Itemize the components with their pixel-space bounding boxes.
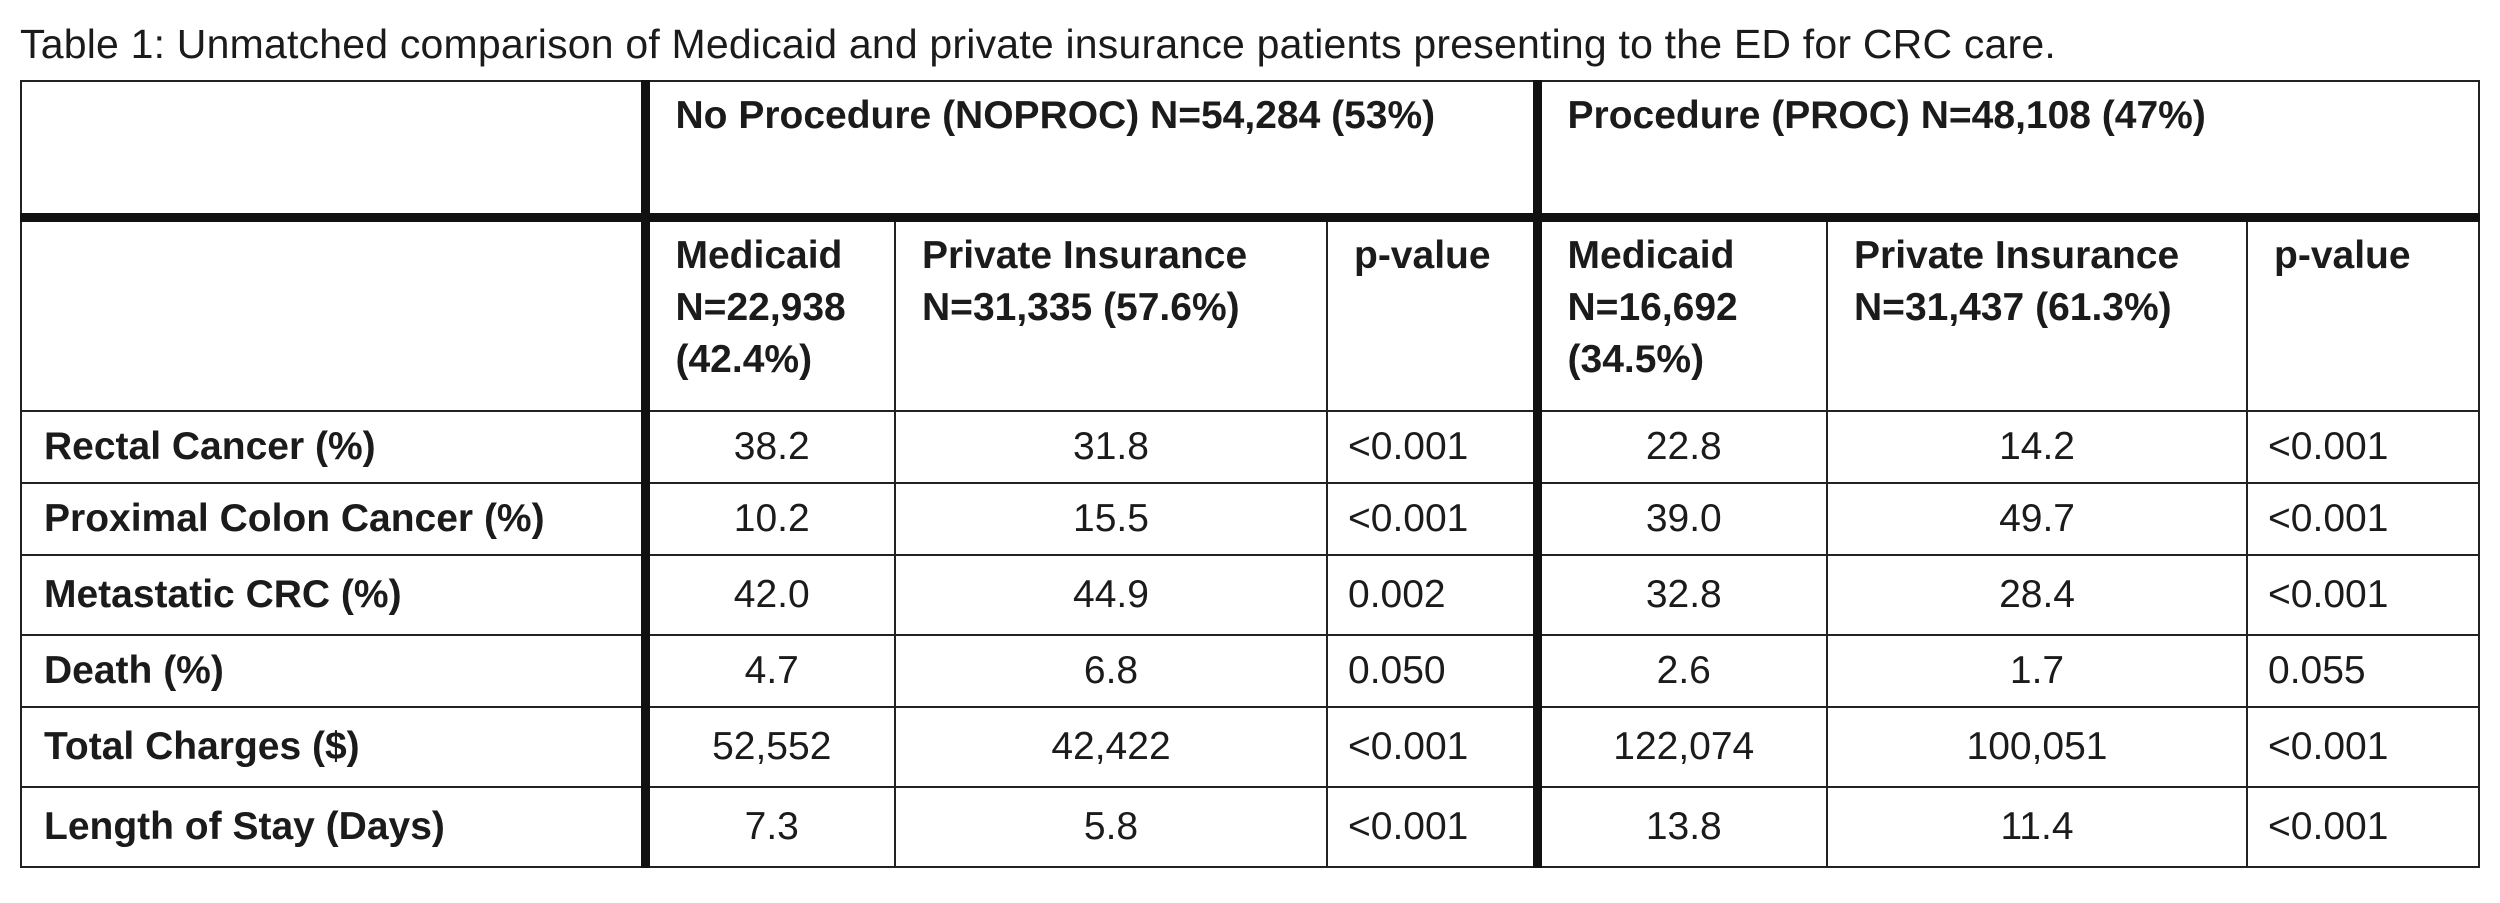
subheader-noproc-private: Private Insurance N=31,335 (57.6%) — [894, 216, 1328, 412]
cell-proc-medicaid: 22.8 — [1532, 410, 1829, 484]
cell-proc-pvalue: <0.001 — [2246, 554, 2481, 636]
cell-noproc-private: 6.8 — [894, 634, 1328, 708]
cell-proc-medicaid: 39.0 — [1532, 482, 1829, 556]
table-row: Length of Stay (Days) 7.3 5.8 <0.001 13.… — [20, 786, 2481, 868]
results-table: No Procedure (NOPROC) N=54,284 (53%) Pro… — [20, 80, 2481, 868]
cell-noproc-medicaid: 52,552 — [640, 706, 896, 788]
row-label: Metastatic CRC (%) — [20, 554, 646, 636]
subheader-proc-private: Private Insurance N=31,437 (61.3%) — [1826, 216, 2249, 412]
empty-subheader-cell — [20, 216, 646, 412]
cell-noproc-pvalue: <0.001 — [1325, 410, 1539, 484]
subheader-row: Medicaid N=22,938 (42.4%) Private Insura… — [20, 216, 2481, 412]
cell-noproc-medicaid: 42.0 — [640, 554, 896, 636]
cell-noproc-private: 44.9 — [894, 554, 1328, 636]
cell-proc-private: 100,051 — [1826, 706, 2249, 788]
subheader-proc-pvalue: p-value — [2246, 216, 2481, 412]
cell-proc-pvalue: <0.001 — [2246, 706, 2481, 788]
cell-noproc-medicaid: 7.3 — [640, 786, 896, 868]
subheader-noproc-medicaid: Medicaid N=22,938 (42.4%) — [640, 216, 896, 412]
subheader-proc-medicaid: Medicaid N=16,692 (34.5%) — [1532, 216, 1829, 412]
table-row: Total Charges ($) 52,552 42,422 <0.001 1… — [20, 706, 2481, 788]
row-label: Length of Stay (Days) — [20, 786, 646, 868]
cell-proc-pvalue: <0.001 — [2246, 410, 2481, 484]
table-row: Metastatic CRC (%) 42.0 44.9 0.002 32.8 … — [20, 554, 2481, 636]
table-row: Rectal Cancer (%) 38.2 31.8 <0.001 22.8 … — [20, 410, 2481, 484]
cell-proc-medicaid: 122,074 — [1532, 706, 1829, 788]
cell-noproc-medicaid: 4.7 — [640, 634, 896, 708]
row-label: Total Charges ($) — [20, 706, 646, 788]
subheader-noproc-pvalue: p-value — [1325, 216, 1539, 412]
cell-proc-medicaid: 2.6 — [1532, 634, 1829, 708]
cell-proc-pvalue: <0.001 — [2246, 482, 2481, 556]
cell-noproc-private: 5.8 — [894, 786, 1328, 868]
cell-noproc-pvalue: 0.050 — [1325, 634, 1539, 708]
row-label: Proximal Colon Cancer (%) — [20, 482, 646, 556]
cell-noproc-pvalue: <0.001 — [1325, 482, 1539, 556]
group-header-noproc: No Procedure (NOPROC) N=54,284 (53%) — [640, 80, 1539, 222]
cell-noproc-private: 42,422 — [894, 706, 1328, 788]
cell-noproc-medicaid: 10.2 — [640, 482, 896, 556]
cell-proc-private: 1.7 — [1826, 634, 2249, 708]
row-label: Death (%) — [20, 634, 646, 708]
table-caption: Table 1: Unmatched comparison of Medicai… — [20, 21, 2057, 67]
cell-proc-medicaid: 13.8 — [1532, 786, 1829, 868]
cell-noproc-pvalue: 0.002 — [1325, 554, 1539, 636]
group-header-row: No Procedure (NOPROC) N=54,284 (53%) Pro… — [20, 80, 2481, 222]
cell-proc-private: 49.7 — [1826, 482, 2249, 556]
cell-noproc-private: 15.5 — [894, 482, 1328, 556]
empty-corner-cell — [20, 80, 646, 222]
cell-noproc-medicaid: 38.2 — [640, 410, 896, 484]
table-row: Death (%) 4.7 6.8 0.050 2.6 1.7 0.055 — [20, 634, 2481, 708]
group-header-proc: Procedure (PROC) N=48,108 (47%) — [1532, 80, 2481, 222]
cell-proc-medicaid: 32.8 — [1532, 554, 1829, 636]
cell-noproc-private: 31.8 — [894, 410, 1328, 484]
cell-noproc-pvalue: <0.001 — [1325, 786, 1539, 868]
cell-proc-private: 14.2 — [1826, 410, 2249, 484]
cell-noproc-pvalue: <0.001 — [1325, 706, 1539, 788]
cell-proc-pvalue: <0.001 — [2246, 786, 2481, 868]
table-row: Proximal Colon Cancer (%) 10.2 15.5 <0.0… — [20, 482, 2481, 556]
cell-proc-private: 28.4 — [1826, 554, 2249, 636]
cell-proc-private: 11.4 — [1826, 786, 2249, 868]
row-label: Rectal Cancer (%) — [20, 410, 646, 484]
cell-proc-pvalue: 0.055 — [2246, 634, 2481, 708]
